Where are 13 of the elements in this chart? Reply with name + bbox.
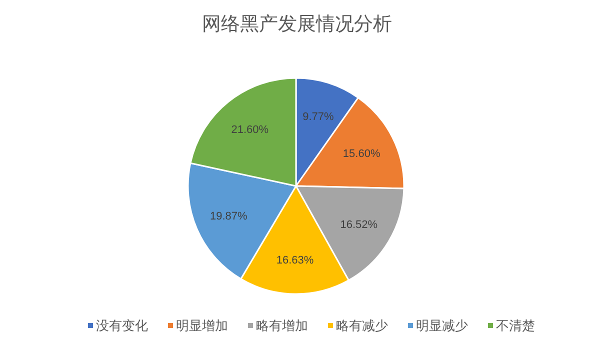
data-label: 15.60%	[342, 148, 380, 160]
legend-label: 略有减少	[336, 318, 388, 333]
data-label: 16.63%	[276, 254, 314, 266]
legend-label: 略有增加	[256, 318, 308, 333]
legend-label: 明显减少	[416, 318, 468, 333]
chart-title: 网络黑产发展情况分析	[202, 14, 392, 35]
legend-label: 不清楚	[496, 318, 535, 333]
data-label: 9.77%	[302, 110, 334, 123]
legend-label: 没有变化	[96, 318, 148, 333]
legend-label: 明显增加	[176, 318, 228, 333]
data-label: 19.87%	[210, 210, 248, 222]
data-label: 16.52%	[340, 218, 378, 231]
data-label: 21.60%	[231, 124, 269, 136]
